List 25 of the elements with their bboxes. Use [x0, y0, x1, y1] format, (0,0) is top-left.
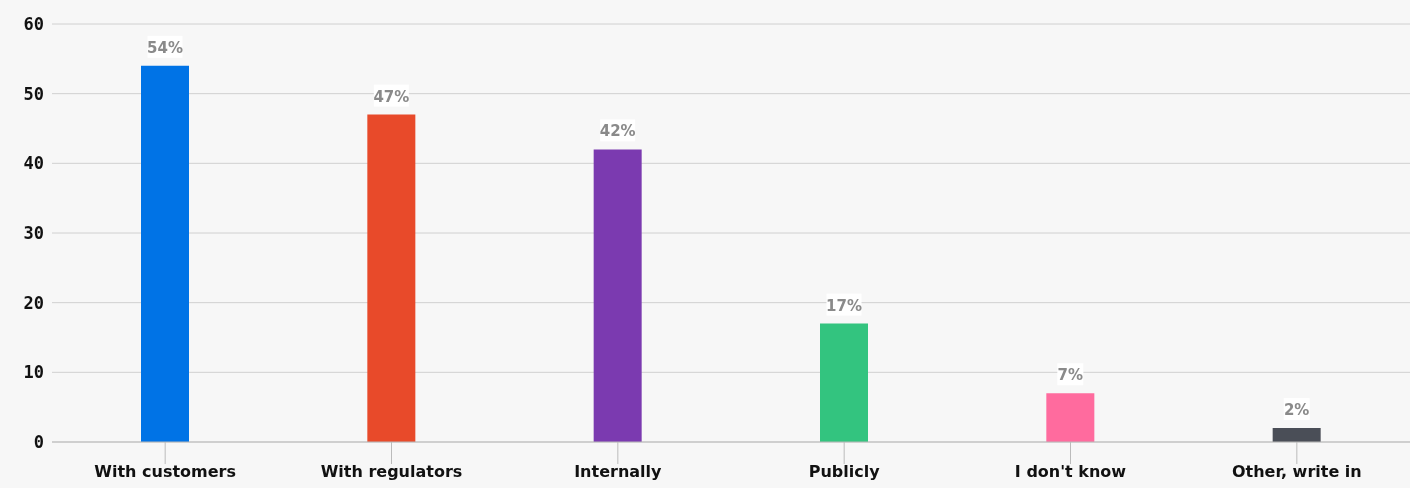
y-tick-label: 30: [23, 223, 44, 244]
data-label: 2%: [1283, 401, 1310, 420]
x-tick-label: Other, write in: [1231, 462, 1362, 482]
y-tick-label: 20: [23, 292, 44, 313]
data-label: 7%: [1057, 366, 1084, 385]
y-tick-label: 10: [23, 362, 44, 383]
x-tick-label: Internally: [574, 462, 663, 482]
x-tick-label: I don't know: [1014, 462, 1127, 482]
bar: [367, 114, 416, 442]
y-tick-label: 40: [23, 153, 44, 174]
x-tick-label: Publicly: [808, 462, 881, 482]
bar: [141, 65, 189, 442]
y-tick-label: 60: [23, 14, 44, 35]
y-tick-label: 50: [23, 83, 44, 104]
bar: [593, 149, 642, 442]
data-label: 17%: [826, 296, 862, 315]
data-label: 42%: [599, 122, 636, 141]
data-label: 47%: [373, 87, 410, 106]
data-label: 54%: [147, 38, 183, 57]
bar: [820, 323, 868, 442]
y-tick-label: 0: [33, 432, 44, 453]
x-tick-label: With customers: [94, 462, 237, 482]
x-tick-label: With regulators: [320, 462, 463, 482]
bar: [1046, 393, 1095, 442]
bar: [1272, 428, 1321, 442]
